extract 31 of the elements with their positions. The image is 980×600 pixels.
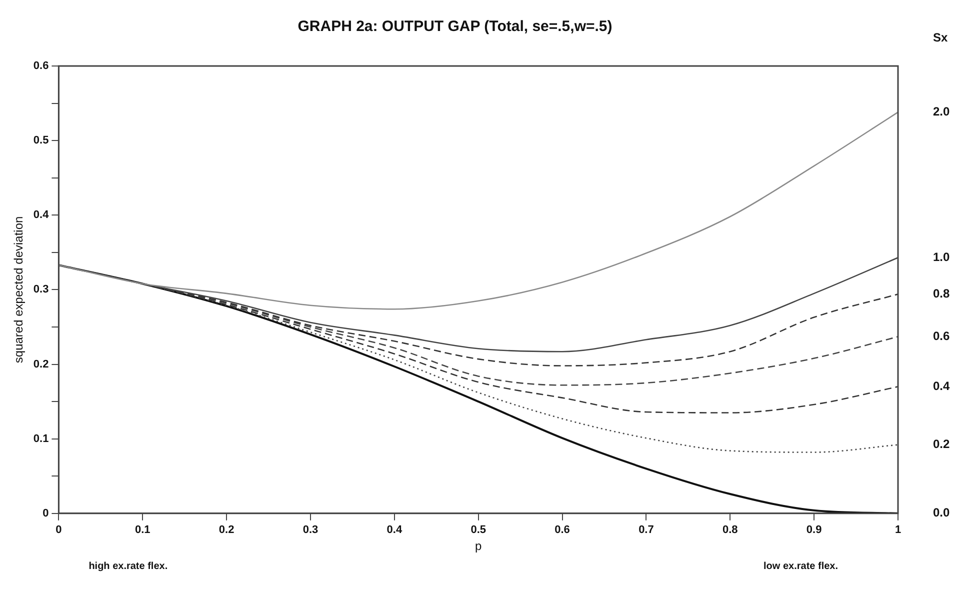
text: 0.6 [933, 328, 950, 343]
text: 0.8 [933, 286, 950, 300]
legend-title: Sx [933, 30, 948, 44]
text: 1.0 [933, 250, 950, 264]
y-axis-title: squared expected deviation [12, 216, 26, 364]
x-tick-label: 0.4 [386, 524, 403, 536]
y-tick-label: 0.6 [33, 60, 49, 72]
y-tick-label: 0.5 [33, 134, 49, 147]
chart-title: GRAPH 2a: OUTPUT GAP (Total, se=.5,w=.5) [298, 18, 612, 36]
x-tick-label: 0.2 [218, 524, 234, 536]
text: low ex.rate flex. [764, 561, 838, 572]
x-tick-label: 0.8 [722, 524, 738, 536]
text: 2.0 [933, 104, 950, 119]
y-tick-label: 0 [42, 507, 49, 520]
text: 0.0 [933, 506, 950, 520]
y-tick-label: 0.3 [33, 284, 49, 296]
x-tick-label: 0.5 [470, 524, 486, 536]
x-tick-label: 0.3 [302, 524, 318, 536]
y-tick-label: 0.1 [33, 432, 49, 445]
text: 0.4 [933, 378, 950, 393]
text: 0.2 [933, 437, 950, 452]
x-tick-label: 0 [56, 524, 62, 536]
text: high ex.rate flex. [88, 561, 168, 572]
x-axis-title: p [475, 539, 482, 554]
x-tick-label: 1 [894, 524, 902, 536]
y-tick-label: 0.4 [33, 209, 50, 222]
x-tick-label: 0.7 [638, 524, 654, 536]
x-tick-label: 0.9 [806, 524, 822, 536]
x-tick-label: 0.6 [554, 524, 570, 536]
y-tick-label: 0.2 [33, 358, 49, 370]
x-tick-label: 0.1 [134, 524, 150, 536]
